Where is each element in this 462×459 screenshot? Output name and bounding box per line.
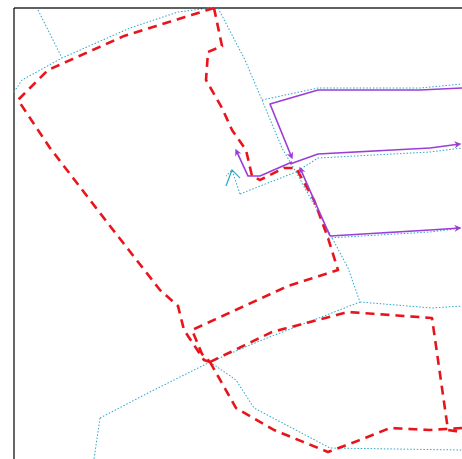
boundary-outline xyxy=(190,7,340,363)
road-segment xyxy=(217,7,361,303)
road-segment xyxy=(209,361,462,451)
road-segment xyxy=(225,169,241,195)
road-segment xyxy=(13,7,211,93)
road-segment xyxy=(327,227,462,239)
map-frame xyxy=(13,7,462,459)
route-arrow xyxy=(289,141,462,165)
road-segment xyxy=(359,301,462,309)
dashed-boundary xyxy=(16,6,462,454)
road-segment xyxy=(93,417,101,459)
location-pointer-icon xyxy=(225,168,241,187)
boundary-outline xyxy=(209,310,462,434)
road-network xyxy=(13,7,462,459)
boundary-outline xyxy=(208,361,462,454)
route-arrow xyxy=(235,148,293,177)
road-segment xyxy=(239,147,462,195)
route-arrows xyxy=(235,87,462,237)
road-segment xyxy=(37,9,63,59)
route-arrow xyxy=(299,166,331,237)
boundary-outline xyxy=(16,6,215,364)
road-segment xyxy=(99,301,361,419)
route-arrow xyxy=(269,87,462,160)
route-arrow xyxy=(329,224,462,237)
